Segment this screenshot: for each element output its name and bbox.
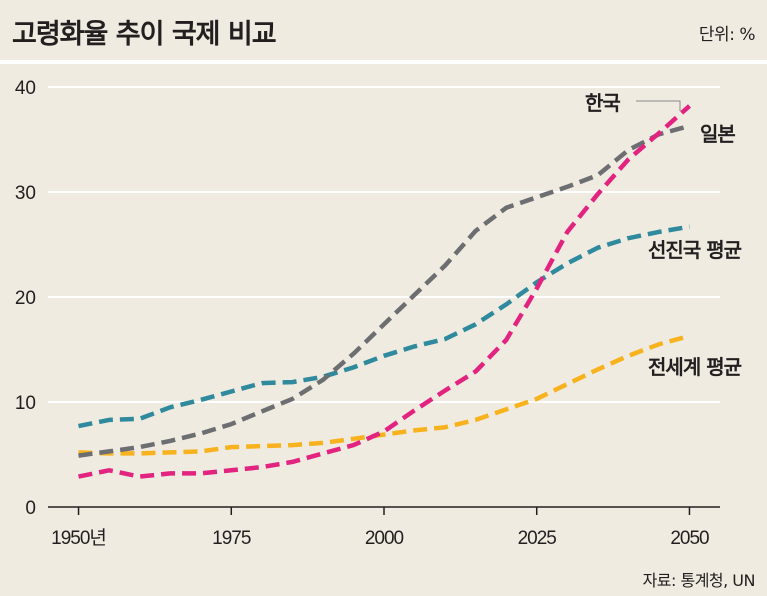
x-tick-label: 2050 xyxy=(670,528,709,549)
series-line-korea xyxy=(78,104,691,479)
series-label-developed-avg: 선진국 평균 xyxy=(648,238,742,262)
y-tick-label: 40 xyxy=(15,78,36,99)
source-note: 자료: 통계청, UN xyxy=(642,571,756,590)
y-tick-label: 30 xyxy=(15,183,36,204)
series-line-world-avg xyxy=(78,333,691,456)
grid-lines xyxy=(48,86,720,403)
title-divider xyxy=(0,60,767,64)
series-lines xyxy=(78,104,691,479)
x-axis-ticks: 1950년 1975 2000 2025 2050 xyxy=(51,507,710,549)
y-tick-label: 0 xyxy=(25,498,36,519)
series-label-korea: 한국 xyxy=(585,91,620,115)
series-line-developed-avg xyxy=(78,224,690,429)
series-label-japan: 일본 xyxy=(700,122,735,146)
series-line-japan xyxy=(78,123,691,458)
korea-label-leader xyxy=(636,100,681,111)
x-tick-label: 2025 xyxy=(518,528,557,549)
unit-label: 단위: % xyxy=(698,25,756,45)
y-tick-label: 20 xyxy=(15,288,36,309)
chart-title: 고령화율 추이 국제 비교 xyxy=(12,19,277,50)
x-tick-label: 2000 xyxy=(365,528,404,549)
y-axis-ticks: 0 10 20 30 40 xyxy=(15,78,36,519)
x-tick-label: 1975 xyxy=(212,528,251,549)
line-chart: 0 10 20 30 40 1950년 1975 2000 2025 2050 한국일본선진국 … xyxy=(15,78,743,549)
x-tick-label: 1950년 xyxy=(51,527,106,549)
y-tick-label: 10 xyxy=(15,393,36,414)
series-label-world-avg: 전세계 평균 xyxy=(648,355,742,379)
